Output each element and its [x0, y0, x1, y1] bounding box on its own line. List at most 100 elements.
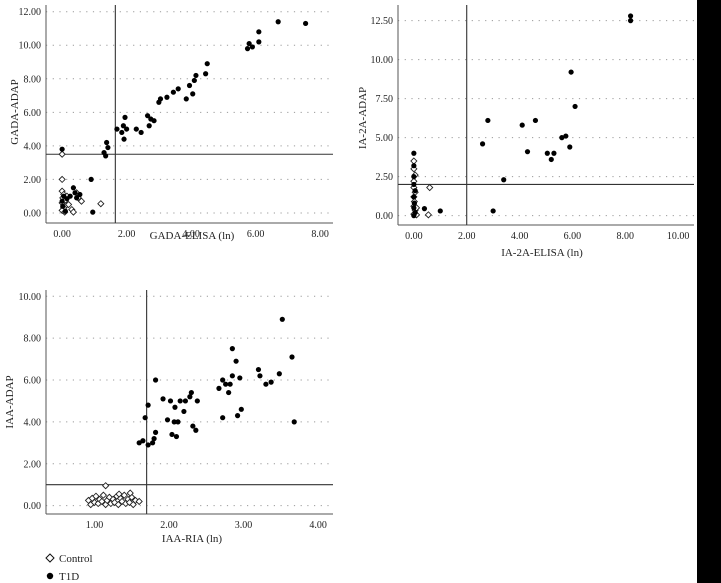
iaa-ytick-label: 2.00 — [24, 459, 42, 470]
gada-t1d-point — [244, 46, 251, 52]
iaa-control-point — [135, 497, 143, 506]
gada-ytick-label: 12.00 — [19, 7, 42, 18]
gada-t1d-point — [151, 118, 157, 124]
gada-xtick-label: 0.00 — [53, 229, 71, 240]
iaa-t1d-point — [142, 415, 148, 421]
ia2a-xtick-label: 10.00 — [667, 231, 690, 242]
iaa-t1d-point — [276, 371, 282, 377]
iaa-t1d-point — [160, 396, 166, 402]
iaa-t1d-point — [151, 436, 157, 442]
gada-t1d-point — [164, 94, 170, 100]
legend-item-t1d: T1D — [46, 571, 79, 583]
ia2a-t1d-point — [411, 213, 417, 219]
iaa-t1d-point — [268, 379, 274, 385]
ia2a-t1d-point — [421, 206, 428, 212]
ia2a-t1d-point — [524, 149, 531, 155]
gada-ytick-label: 4.00 — [24, 141, 42, 152]
ia2a-t1d-point — [411, 174, 417, 180]
iaa-t1d-point — [255, 366, 262, 373]
gada-t1d-point — [157, 96, 164, 102]
gada-t1d-point — [88, 176, 94, 182]
iaa-t1d-point — [172, 404, 178, 410]
ia2a-t1d-point — [437, 208, 443, 214]
iaa-t1d-point — [167, 398, 174, 404]
ia2a-t1d-point — [490, 208, 496, 214]
panel-gada-scatter: GADA-ADAP GADA-ELISA (ln) 0.00 2.00 4.00 6.… — [9, 5, 333, 242]
iaa-ytick-label: 4.00 — [24, 417, 42, 428]
iaa-t1d-point — [152, 429, 159, 435]
ia2a-ytick-label: 10.00 — [371, 55, 394, 66]
gada-control-point — [97, 200, 105, 208]
gada-t1d-point — [275, 19, 281, 25]
iaa-t1d-point — [227, 381, 233, 387]
gada-xtick-label: 6.00 — [247, 229, 265, 240]
iaa-t1d-point — [233, 358, 239, 364]
gada-t1d-point — [70, 185, 77, 191]
right-edge-bar — [697, 0, 721, 583]
iaa-xlabel: IAA-RIA (ln) — [162, 533, 223, 545]
gada-t1d-point — [133, 126, 139, 132]
iaa-t1d-point — [181, 408, 187, 415]
panel-ia2a-scatter: IA-2A-ADAP IA-2A-ELISA (ln) 0.00 2.50 5.00… — [357, 5, 694, 259]
panel-iaa-scatter: IAA-ADAP IAA-RIA (ln) 0.00 2.00 4.00 6.00 8.… — [4, 290, 333, 545]
ia2a-ytick-label: 12.50 — [371, 16, 394, 27]
gada-t1d-point — [193, 72, 199, 79]
iaa-t1d-point — [188, 389, 194, 396]
ia2a-t1d-point — [479, 141, 486, 147]
ia2a-ylabel: IA-2A-ADAP — [357, 87, 369, 149]
ia2a-t1d-point — [627, 13, 634, 19]
iaa-t1d-point — [190, 423, 196, 429]
gada-t1d-point — [121, 136, 127, 142]
ia2a-t1d-point — [572, 103, 578, 110]
gada-t1d-point — [170, 89, 176, 95]
ia2a-xtick-label: 2.00 — [458, 231, 476, 242]
ia2a-t1d-point — [485, 117, 491, 124]
iaa-t1d-point — [229, 346, 235, 352]
gada-t1d-point — [122, 114, 128, 120]
ia2a-t1d-point — [551, 150, 557, 156]
iaa-t1d-point — [150, 440, 156, 446]
iaa-t1d-point — [220, 377, 226, 383]
ia2a-t1d-point — [532, 117, 539, 124]
gada-t1d-point — [120, 123, 126, 129]
iaa-t1d-point — [187, 394, 193, 400]
ia2a-xtick-label: 4.00 — [511, 231, 529, 242]
iaa-ytick-label: 6.00 — [24, 376, 42, 387]
gada-ylabel: GADA-ADAP — [9, 79, 21, 144]
legend-t1d-label: T1D — [59, 571, 79, 583]
legend-t1d-marker — [46, 572, 54, 580]
gada-xtick-label: 2.00 — [118, 229, 136, 240]
iaa-t1d-point — [182, 398, 188, 404]
ia2a-t1d-point — [411, 205, 417, 211]
iaa-control-point — [92, 492, 100, 500]
iaa-t1d-point — [193, 427, 199, 433]
ia2a-control-point — [426, 183, 434, 192]
iaa-t1d-point — [279, 316, 285, 322]
iaa-ylabel: IAA-ADAP — [4, 375, 16, 428]
gada-t1d-point — [249, 44, 255, 50]
gada-t1d-point — [60, 203, 66, 209]
gada-t1d-point — [246, 40, 252, 47]
gada-ytick-label: 8.00 — [24, 74, 42, 85]
ia2a-ytick-label: 7.50 — [376, 94, 394, 105]
gada-t1d-point — [104, 139, 110, 146]
ia2a-ytick-label: 5.00 — [376, 133, 394, 144]
iaa-ytick-label: 10.00 — [19, 292, 42, 303]
gada-t1d-point — [302, 20, 309, 27]
iaa-t1d-point — [171, 419, 177, 425]
ia2a-xtick-label: 0.00 — [405, 231, 423, 242]
ia2a-xlabel: IA-2A-ELISA (ln) — [501, 247, 583, 259]
iaa-ytick-label: 8.00 — [24, 334, 42, 345]
legend-control-marker — [45, 553, 55, 563]
gada-t1d-point — [114, 126, 120, 132]
iaa-control-point — [101, 482, 110, 490]
ia2a-control-point — [424, 211, 433, 219]
legend: Control T1D — [45, 553, 93, 583]
iaa-t1d-point — [263, 381, 269, 387]
iaa-t1d-point — [173, 433, 180, 440]
ia2a-ytick-label: 2.50 — [376, 172, 394, 183]
ia2a-t1d-point — [567, 144, 573, 150]
gada-t1d-point — [146, 123, 152, 129]
gada-t1d-point — [124, 126, 130, 132]
iaa-t1d-point — [164, 417, 171, 423]
